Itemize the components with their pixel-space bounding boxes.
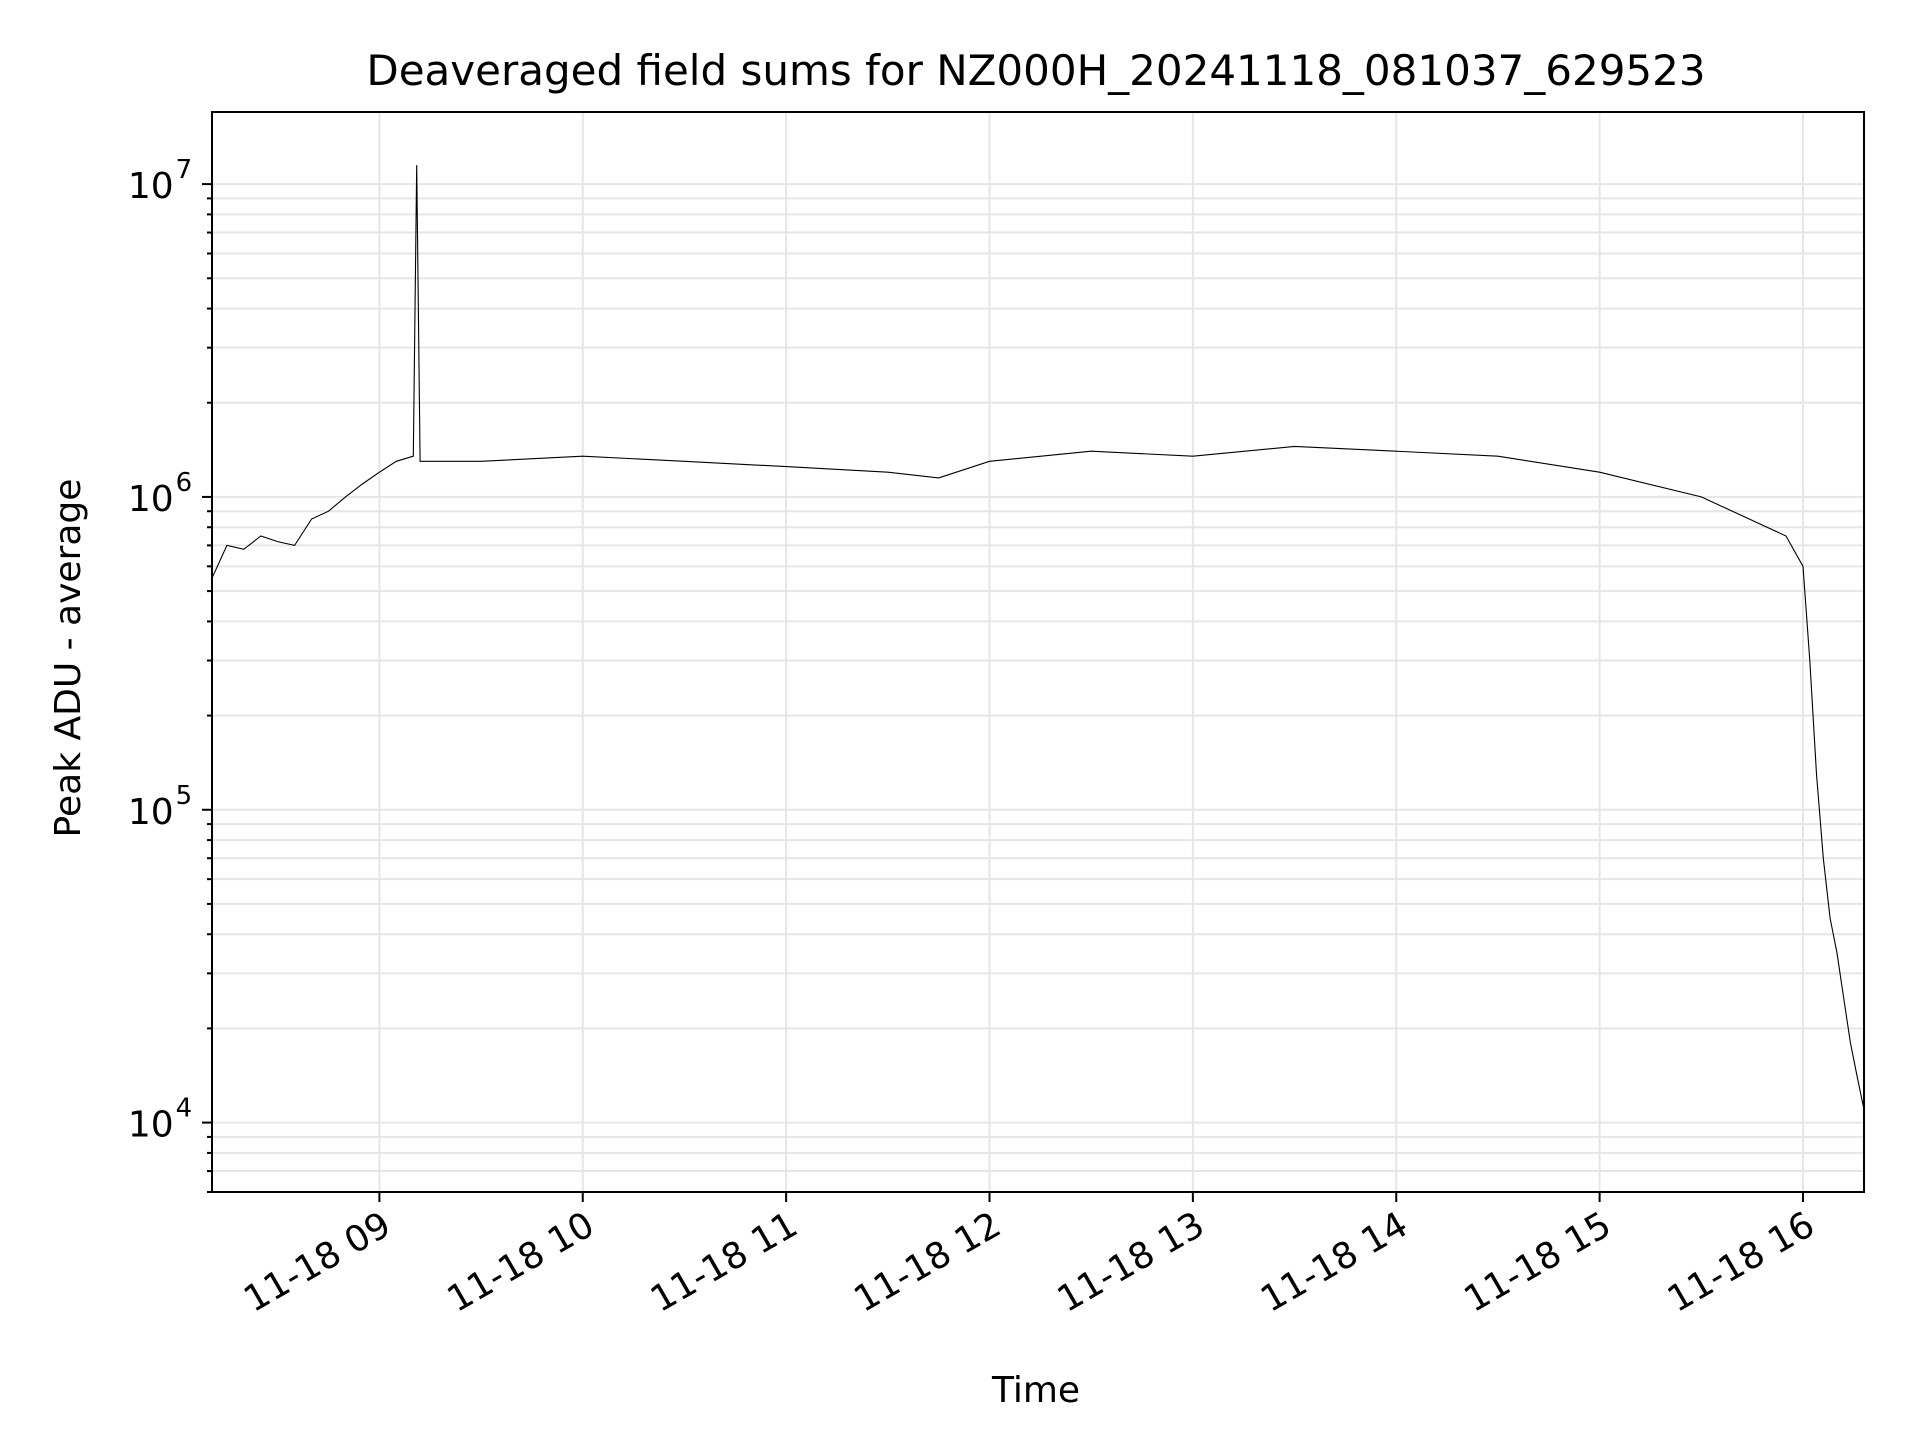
- x-tick-label: 11-18 15: [1457, 1204, 1618, 1320]
- y-tick-exponent: 6: [176, 468, 193, 498]
- plot-frame: [211, 111, 1865, 1193]
- chart-title: Deaveraged field sums for NZ000H_2024111…: [366, 46, 1705, 95]
- x-tick-label: 11-18 16: [1661, 1204, 1822, 1320]
- x-axis: 11-18 09 11-18 10 11-18 11 11-18 12 11-18 13…: [237, 1192, 1821, 1321]
- x-tick-label: 11-18 09: [237, 1204, 398, 1320]
- y-tick-exponent: 4: [176, 1094, 193, 1124]
- y-axis: 104 105 106 107: [128, 155, 212, 1193]
- x-tick-label: 11-18 10: [441, 1204, 602, 1320]
- y-tick-exponent: 5: [176, 781, 193, 811]
- series-line: [211, 165, 1865, 1110]
- grid: [212, 112, 1864, 1193]
- y-tick-exponent: 7: [176, 155, 193, 185]
- x-axis-label: Time: [991, 1370, 1080, 1411]
- y-tick-label: 106: [128, 468, 192, 520]
- y-tick-label: 105: [128, 781, 192, 833]
- x-tick-label: 11-18 11: [644, 1204, 805, 1320]
- x-tick-label: 11-18 13: [1051, 1204, 1212, 1320]
- x-tick-label: 11-18 12: [847, 1204, 1008, 1320]
- y-axis-label: Peak ADU - average: [48, 479, 89, 838]
- y-tick-label: 107: [128, 155, 192, 207]
- x-tick-label: 11-18 14: [1254, 1204, 1415, 1320]
- y-tick-label: 104: [128, 1094, 192, 1146]
